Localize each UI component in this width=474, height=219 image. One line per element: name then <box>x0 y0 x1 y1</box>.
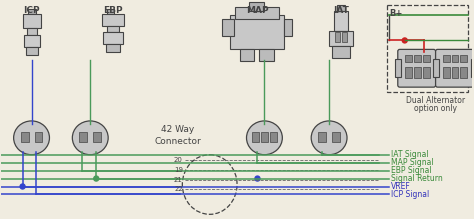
Text: 22: 22 <box>174 187 183 193</box>
Bar <box>405 67 412 78</box>
Bar <box>460 67 467 78</box>
Bar <box>235 7 279 19</box>
Bar <box>270 132 277 142</box>
Bar <box>443 55 449 62</box>
Bar <box>249 2 264 11</box>
Bar <box>405 55 412 62</box>
Bar <box>337 5 345 11</box>
Ellipse shape <box>246 121 283 155</box>
Circle shape <box>94 176 99 181</box>
Ellipse shape <box>311 121 347 155</box>
Text: MAP: MAP <box>246 6 269 15</box>
Bar <box>284 19 292 37</box>
Ellipse shape <box>73 121 108 155</box>
Text: Signal Return: Signal Return <box>391 174 443 183</box>
Bar <box>332 132 340 142</box>
Bar <box>460 55 467 62</box>
Bar <box>262 132 268 142</box>
Bar <box>423 67 429 78</box>
Text: ICP: ICP <box>23 6 40 15</box>
Text: ICP Signal: ICP Signal <box>391 190 429 199</box>
Bar <box>472 59 474 77</box>
Bar <box>433 59 438 77</box>
Bar <box>102 14 124 26</box>
Text: option only: option only <box>414 104 457 113</box>
Bar <box>414 55 420 62</box>
Bar <box>103 32 123 44</box>
Bar <box>23 14 40 28</box>
Bar <box>334 11 348 30</box>
Bar <box>329 30 353 46</box>
Bar <box>27 28 36 35</box>
Bar <box>259 49 274 61</box>
Text: 19: 19 <box>174 167 183 173</box>
Bar <box>434 59 438 77</box>
Bar <box>443 67 449 78</box>
Bar <box>253 132 259 142</box>
Bar <box>239 49 255 61</box>
Text: VREF: VREF <box>391 182 410 191</box>
Bar <box>35 132 43 142</box>
Circle shape <box>20 184 25 189</box>
Bar <box>318 132 326 142</box>
Text: IAT Signal: IAT Signal <box>391 150 428 159</box>
Circle shape <box>255 176 260 181</box>
Ellipse shape <box>14 121 49 155</box>
Bar <box>414 67 420 78</box>
Bar <box>332 46 350 58</box>
Bar <box>222 19 234 37</box>
Text: 42 Way
Connector: 42 Way Connector <box>155 125 201 146</box>
Bar <box>106 44 120 52</box>
Bar <box>423 55 429 62</box>
Text: EBP Signal: EBP Signal <box>391 166 431 175</box>
Text: EBP: EBP <box>103 6 123 15</box>
Bar <box>452 67 458 78</box>
Bar <box>342 32 347 42</box>
FancyBboxPatch shape <box>398 49 436 87</box>
Bar <box>107 26 119 32</box>
Text: B+: B+ <box>389 9 402 18</box>
Bar <box>26 47 37 55</box>
Text: 21: 21 <box>174 177 183 183</box>
Text: Dual Alternator: Dual Alternator <box>406 96 465 105</box>
Bar <box>107 9 114 14</box>
Bar <box>20 132 28 142</box>
Bar <box>387 5 468 92</box>
Bar <box>452 55 458 62</box>
Bar <box>229 15 284 49</box>
Bar <box>335 32 340 42</box>
Bar <box>93 132 101 142</box>
Text: IAT: IAT <box>333 6 349 15</box>
Circle shape <box>402 38 407 43</box>
Bar <box>27 9 36 14</box>
Bar <box>24 35 39 47</box>
Text: MAP Signal: MAP Signal <box>391 158 433 167</box>
Text: 20: 20 <box>174 157 183 163</box>
FancyBboxPatch shape <box>436 49 474 87</box>
Bar <box>395 59 401 77</box>
Bar <box>79 132 87 142</box>
